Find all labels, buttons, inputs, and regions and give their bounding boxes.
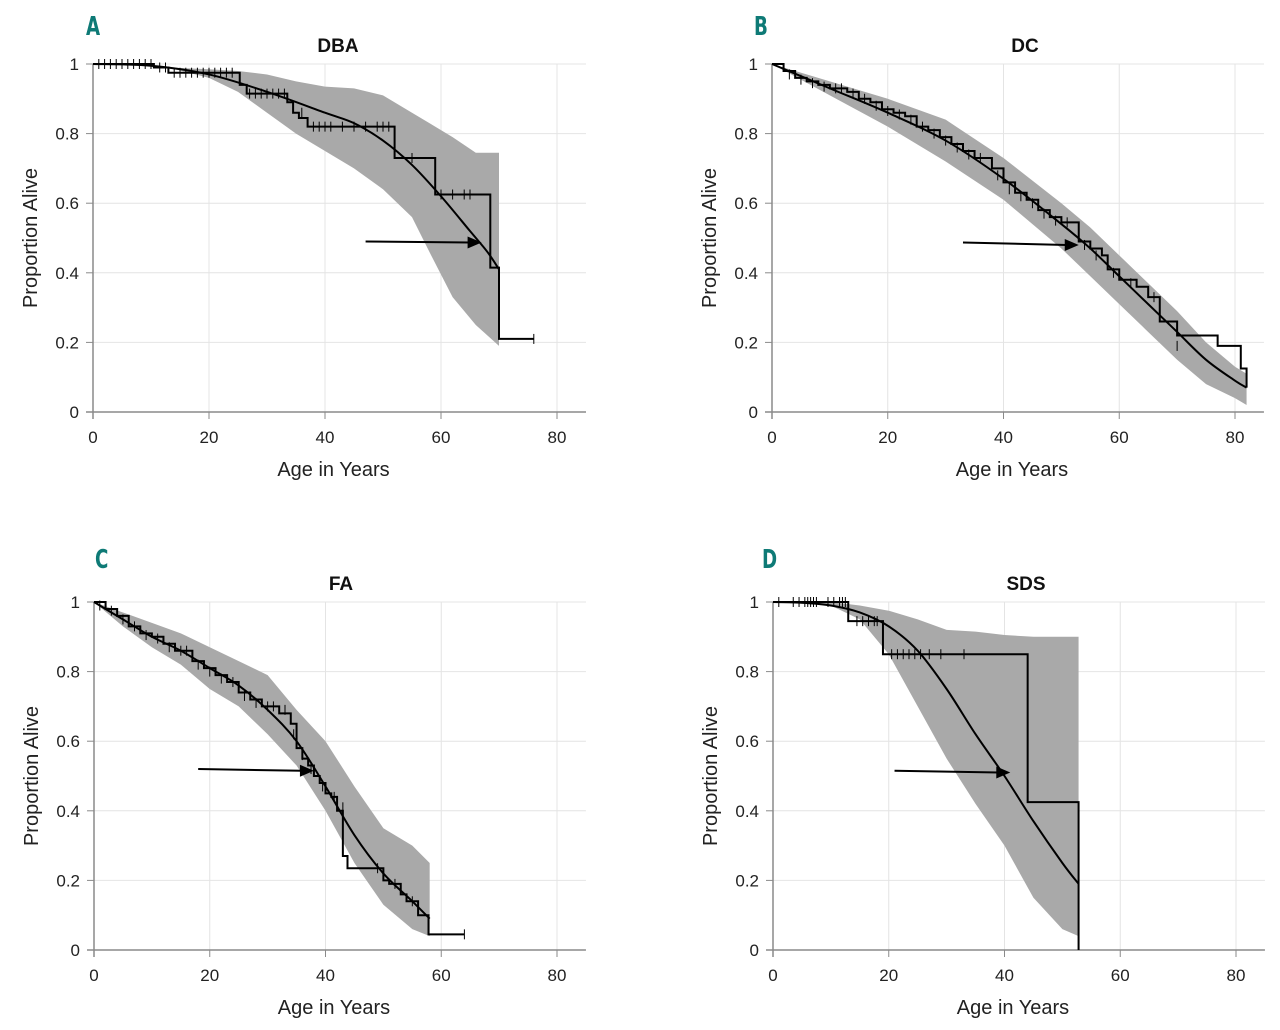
confidence-band bbox=[773, 602, 1079, 937]
x-tick-label: 40 bbox=[995, 966, 1014, 985]
survival-chart: 0 20 40 60 80 0 0.2 0.4 0.6 0.8 1 Age in Years Propo… bbox=[699, 55, 1264, 481]
panel-title: FA bbox=[328, 574, 354, 595]
x-tick-label: 20 bbox=[200, 966, 219, 985]
x-tick-label: 80 bbox=[1226, 428, 1245, 447]
y-tick-label: 0.6 bbox=[55, 194, 79, 213]
y-tick-label: 0 bbox=[750, 941, 759, 960]
x-axis-label: Age in Years bbox=[956, 459, 1068, 481]
y-tick-label: 1 bbox=[750, 593, 759, 612]
y-tick-label: 0.8 bbox=[55, 125, 79, 144]
x-tick-label: 20 bbox=[200, 428, 219, 447]
x-tick-label: 0 bbox=[767, 428, 776, 447]
panel-title: DBA bbox=[317, 36, 359, 57]
x-tick-label: 0 bbox=[88, 428, 97, 447]
y-tick-label: 0.6 bbox=[735, 732, 759, 751]
panel-letter: B bbox=[754, 12, 768, 42]
x-tick-label: 80 bbox=[1227, 966, 1246, 985]
panel-a: A DBA 0 20 40 60 80 0 0.2 0.4 0.6 0.8 1 Age in Year… bbox=[0, 0, 640, 515]
x-tick-label: 80 bbox=[548, 428, 567, 447]
survival-chart: 0 20 40 60 80 0 0.2 0.4 0.6 0.8 1 Age in Years Propo… bbox=[700, 593, 1265, 1019]
x-tick-label: 60 bbox=[1111, 966, 1130, 985]
arrow-shaft bbox=[198, 768, 302, 772]
kaplan-meier-step bbox=[772, 63, 1248, 388]
y-tick-label: 0.4 bbox=[56, 802, 80, 821]
arrow-shaft bbox=[894, 769, 999, 774]
y-tick-label: 0.2 bbox=[56, 871, 80, 890]
x-tick-label: 80 bbox=[548, 966, 567, 985]
x-axis-label: Age in Years bbox=[278, 997, 390, 1019]
y-tick-label: 0.4 bbox=[55, 264, 79, 283]
y-axis-label: Proportion Alive bbox=[21, 706, 43, 846]
confidence-band bbox=[94, 602, 430, 937]
x-tick-label: 0 bbox=[89, 966, 98, 985]
y-tick-label: 0.8 bbox=[734, 125, 758, 144]
panel-letter: A bbox=[86, 12, 101, 42]
y-tick-label: 0.8 bbox=[735, 663, 759, 682]
x-tick-label: 60 bbox=[432, 966, 451, 985]
x-tick-label: 20 bbox=[878, 428, 897, 447]
confidence-band bbox=[168, 67, 499, 346]
panel-letter: C bbox=[95, 545, 109, 575]
y-tick-label: 0.4 bbox=[735, 802, 759, 821]
arrow-shaft bbox=[365, 240, 470, 244]
y-axis-label: Proportion Alive bbox=[699, 168, 721, 308]
panel-title: SDS bbox=[1006, 574, 1046, 595]
panel-c: C FA 0 20 40 60 80 0 0.2 0.4 0.6 0.8 1 Age in Years… bbox=[0, 515, 640, 1030]
y-tick-label: 0.6 bbox=[734, 194, 758, 213]
arrow-head bbox=[996, 766, 1011, 779]
x-tick-label: 0 bbox=[768, 966, 777, 985]
y-tick-label: 1 bbox=[70, 55, 79, 74]
survival-chart: 0 20 40 60 80 0 0.2 0.4 0.6 0.8 1 Age in Years Propo… bbox=[20, 55, 586, 481]
arrow-head bbox=[467, 236, 482, 249]
y-tick-label: 0 bbox=[749, 403, 758, 422]
y-tick-label: 0.2 bbox=[734, 333, 758, 352]
x-axis-label: Age in Years bbox=[277, 459, 389, 481]
y-axis-label: Proportion Alive bbox=[700, 706, 722, 846]
kaplan-meier-step bbox=[94, 601, 465, 936]
y-tick-label: 1 bbox=[749, 55, 758, 74]
x-axis-label: Age in Years bbox=[957, 997, 1069, 1019]
x-tick-label: 60 bbox=[1110, 428, 1129, 447]
x-tick-label: 40 bbox=[994, 428, 1013, 447]
y-tick-label: 0.8 bbox=[56, 663, 80, 682]
arrow-head bbox=[299, 764, 314, 777]
y-tick-label: 1 bbox=[71, 593, 80, 612]
panel-title: DC bbox=[1011, 36, 1039, 57]
confidence-band bbox=[772, 64, 1247, 406]
y-axis-label: Proportion Alive bbox=[20, 168, 42, 308]
x-tick-label: 40 bbox=[316, 966, 335, 985]
y-tick-label: 0.4 bbox=[734, 264, 758, 283]
y-tick-label: 0 bbox=[70, 403, 79, 422]
x-tick-label: 60 bbox=[432, 428, 451, 447]
y-tick-label: 0.2 bbox=[55, 333, 79, 352]
survival-chart: 0 20 40 60 80 0 0.2 0.4 0.6 0.8 1 Age in Years Propo… bbox=[21, 593, 586, 1019]
y-tick-label: 0 bbox=[71, 941, 80, 960]
panel-d: D SDS 0 20 40 60 80 0 0.2 0.4 0.6 0.8 1 Age in Year… bbox=[640, 515, 1280, 1030]
x-tick-label: 20 bbox=[879, 966, 898, 985]
kaplan-meier-step bbox=[773, 601, 1080, 950]
x-tick-label: 40 bbox=[316, 428, 335, 447]
y-tick-label: 0.2 bbox=[735, 871, 759, 890]
arrow-shaft bbox=[962, 241, 1067, 246]
y-tick-label: 0.6 bbox=[56, 732, 80, 751]
panel-b: B DC 0 20 40 60 80 0 0.2 0.4 0.6 0.8 1 Age in Years… bbox=[640, 0, 1280, 515]
panel-letter: D bbox=[762, 545, 778, 575]
arrow-head bbox=[1064, 238, 1079, 251]
